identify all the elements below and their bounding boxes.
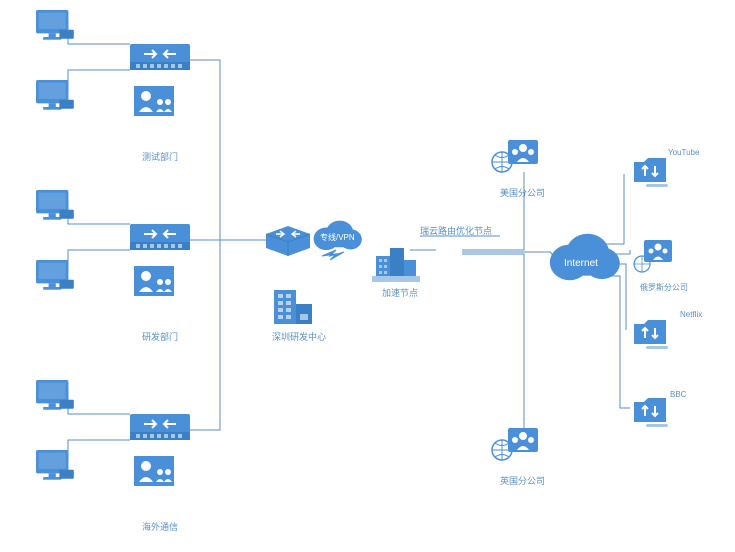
label-internet: Internet (564, 258, 598, 269)
label-shenzhen: 深圳研发中心 (272, 330, 326, 343)
label-test-dept: 测试部门 (142, 150, 178, 163)
label-uk-branch: 英国分公司 (500, 474, 545, 487)
label-russia: 俄罗斯分公司 (640, 282, 688, 293)
label-opt: 瑞云路由优化节点 (420, 224, 492, 237)
label-netflix: Netflix (680, 310, 702, 319)
label-youtube: YouTube (668, 148, 699, 157)
label-accel: 加速节点 (382, 286, 418, 299)
label-us-branch: 美国分公司 (500, 186, 545, 199)
label-rd-dept: 研发部门 (142, 330, 178, 343)
label-bbc: BBC (670, 390, 686, 399)
label-overseas: 海外通信 (142, 520, 178, 533)
label-vpn: 专线/VPN (320, 232, 355, 243)
